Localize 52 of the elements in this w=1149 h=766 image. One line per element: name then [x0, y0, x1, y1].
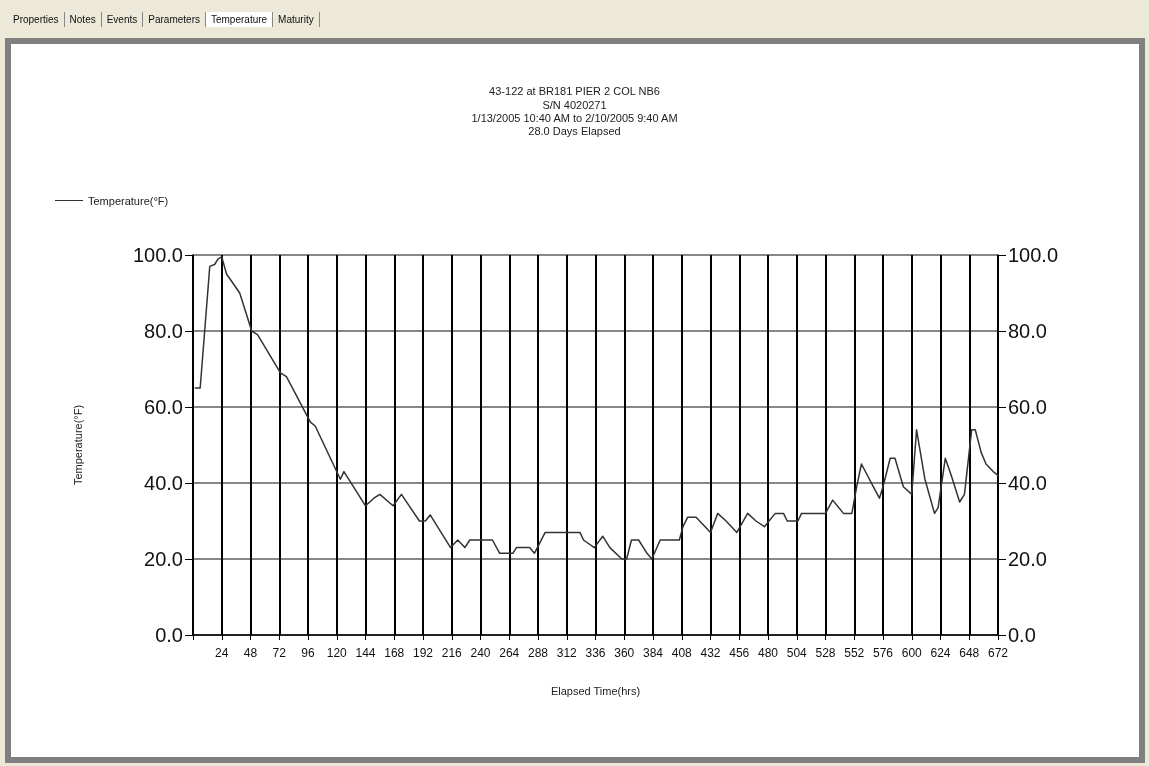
y2-tick-label: 20.0 — [1008, 548, 1047, 570]
x-tick-label: 432 — [700, 646, 721, 660]
x-tick-label: 144 — [355, 646, 376, 660]
x-tick-label: 408 — [671, 646, 693, 660]
x-tick-label: 528 — [815, 646, 836, 660]
line-series — [194, 256, 999, 560]
x-tick-label: 600 — [901, 646, 923, 660]
y-tick-label: 100.0 — [132, 244, 183, 266]
chart-title: 43-122 at BR181 PIER 2 COL NB6 — [489, 84, 660, 97]
text: Notes — [64, 12, 102, 27]
x-tick-label: 192 — [412, 646, 434, 660]
y-tick-label: 80.0 — [144, 320, 183, 342]
chart-subtitle: S/N 4020271 1/13/2005 10:40 AM to 2/10/2005 9:40 AM 28.0 Days Elapsed — [471, 98, 678, 137]
legend-label: Temperature(°F) — [88, 194, 169, 207]
text: Parameters — [143, 12, 206, 27]
x-tick-label: 648 — [959, 646, 980, 660]
y2-tick-label: 60.0 — [1008, 396, 1047, 418]
x-tick-label: 72 — [272, 646, 287, 660]
text: Events — [101, 12, 144, 27]
x-tick-label: 480 — [757, 646, 779, 660]
x-tick-label: 216 — [441, 646, 463, 660]
x-tick-label: 288 — [527, 646, 549, 660]
x-tick-label: 264 — [499, 646, 520, 660]
y-tick-label: 60.0 — [144, 396, 183, 418]
y-tick-label: 20.0 — [144, 548, 183, 570]
x-tick-label: 456 — [729, 646, 750, 660]
y-axis-title: Temperature(°F) — [71, 404, 84, 486]
x-tick-label: 48 — [243, 646, 258, 660]
x-tick-label: 240 — [470, 646, 491, 660]
y-tick-label: 40.0 — [144, 472, 183, 494]
y-tick-label: 0.0 — [155, 624, 183, 646]
x-tick-label: 96 — [301, 646, 315, 660]
x-tick-label: 120 — [326, 646, 348, 660]
x-tick-label: 168 — [384, 646, 405, 660]
y2-tick-label: 40.0 — [1008, 472, 1047, 494]
x-tick-label: 360 — [614, 646, 635, 660]
y2-tick-label: 100.0 — [1008, 244, 1059, 266]
text: Temperature — [205, 12, 274, 27]
x-tick-label: 384 — [642, 646, 664, 660]
x-tick-label: 672 — [987, 646, 1009, 660]
x-tick-label: 504 — [786, 646, 808, 660]
x-axis-title: Elapsed Time(hrs) — [550, 684, 641, 697]
x-tick-label: 24 — [215, 646, 229, 660]
text: Maturity — [273, 12, 320, 27]
text: Properties — [8, 12, 65, 27]
x-tick-label: 552 — [844, 646, 865, 660]
x-tick-label: 624 — [930, 646, 951, 660]
y2-tick-label: 80.0 — [1008, 320, 1047, 342]
y2-tick-label: 0.0 — [1008, 624, 1036, 646]
x-tick-label: 576 — [872, 646, 894, 660]
x-tick-label: 312 — [556, 646, 578, 660]
x-tick-label: 336 — [585, 646, 606, 660]
